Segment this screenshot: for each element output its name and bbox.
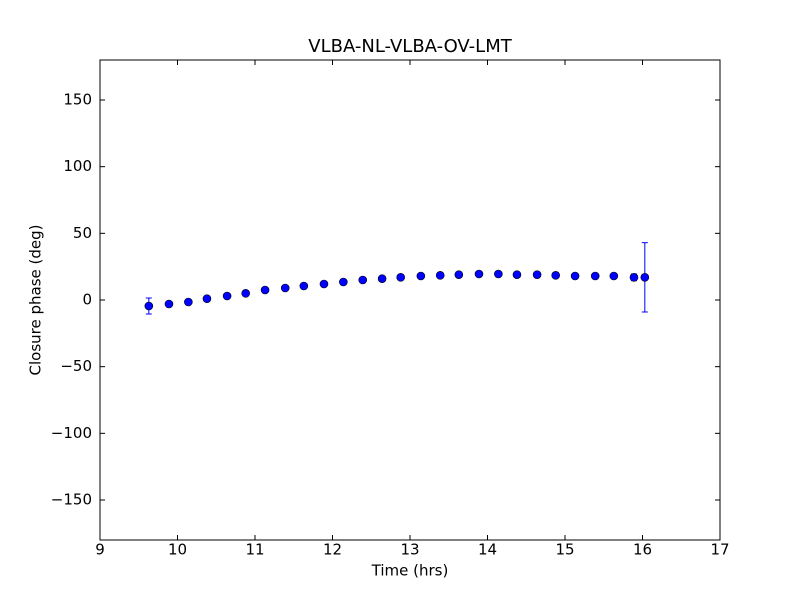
- x-tick-label: 14: [478, 541, 497, 559]
- x-tick-label: 17: [710, 541, 729, 559]
- data-point: [184, 297, 193, 307]
- x-tick-label: 13: [400, 541, 419, 559]
- y-tick-label: 0: [82, 291, 92, 309]
- y-tick-label: 100: [63, 157, 92, 175]
- data-point: [416, 271, 426, 281]
- data-point: [474, 269, 484, 279]
- data-point: [551, 271, 561, 280]
- data-point: [377, 274, 387, 283]
- x-tick-label: 11: [245, 541, 264, 559]
- data-point: [280, 283, 290, 293]
- y-tick-label: −50: [60, 357, 92, 375]
- data-point: [494, 269, 503, 279]
- y-tick-label: −150: [51, 491, 92, 509]
- data-point: [319, 279, 329, 289]
- x-tick-label: 15: [555, 541, 574, 559]
- y-tick-label: 150: [63, 91, 92, 109]
- x-axis-label: Time (hrs): [371, 562, 449, 580]
- data-point: [640, 273, 650, 282]
- data-point: [299, 281, 309, 291]
- data-point: [339, 277, 348, 287]
- x-tick-label: 10: [168, 541, 187, 559]
- data-point: [260, 285, 270, 295]
- data-point: [435, 271, 445, 280]
- data-point: [532, 270, 542, 279]
- data-point: [144, 301, 154, 311]
- x-tick-label: 12: [323, 541, 342, 559]
- data-point: [241, 289, 250, 298]
- data-point: [629, 273, 639, 282]
- y-tick-label: −100: [51, 424, 92, 442]
- data-point: [570, 271, 580, 281]
- data-point: [512, 270, 522, 279]
- data-point: [222, 291, 232, 301]
- data-point: [396, 273, 406, 282]
- data-point: [164, 299, 174, 309]
- chart-title: VLBA-NL-VLBA-OV-LMT: [308, 36, 512, 57]
- axes-frame: [99, 59, 721, 541]
- y-axis-label: Closure phase (deg): [27, 225, 45, 376]
- data-point: [202, 294, 212, 303]
- data-point: [358, 275, 368, 285]
- y-tick-label: 50: [73, 224, 92, 242]
- x-tick-label: 16: [633, 541, 652, 559]
- data-point: [454, 270, 464, 279]
- data-point: [609, 271, 619, 281]
- data-point: [590, 271, 600, 281]
- x-tick-label: 9: [95, 541, 105, 559]
- plot-area: 9 10 11 12 13 14 15 16 17 −150 −100 −50 0 50 100 150: [51, 60, 730, 559]
